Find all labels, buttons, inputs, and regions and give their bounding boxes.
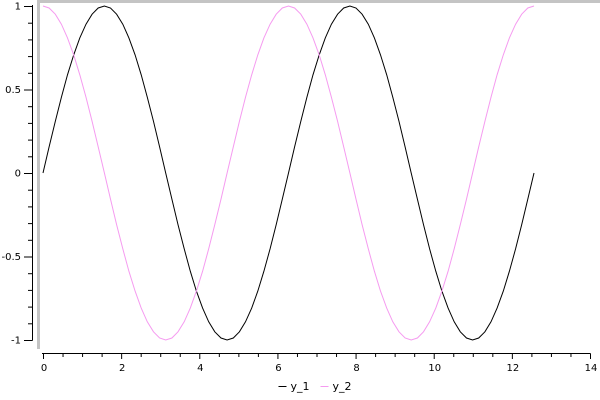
legend-label-y2: y_2 bbox=[332, 380, 352, 393]
y-axis-tick-label: 0 bbox=[15, 169, 21, 180]
legend: y_1 y_2 bbox=[278, 380, 352, 393]
legend-line-marker-y1 bbox=[278, 386, 287, 387]
y-axis-tick-label: -1 bbox=[11, 336, 21, 347]
y-axis-tick-label: 0.5 bbox=[5, 85, 21, 96]
legend-item-y2: y_2 bbox=[320, 380, 352, 393]
x-axis-tick-label: 4 bbox=[197, 363, 203, 374]
x-axis-tick-label: 14 bbox=[585, 363, 598, 374]
legend-label-y1: y_1 bbox=[290, 380, 310, 393]
x-axis-tick-label: 6 bbox=[275, 363, 281, 374]
x-axis-tick-label: 0 bbox=[41, 363, 47, 374]
y-axis-tick-label: 1 bbox=[15, 2, 21, 13]
legend-item-y1: y_1 bbox=[278, 380, 310, 393]
plot-border-top bbox=[37, 0, 600, 3]
legend-line-marker-y2 bbox=[320, 386, 329, 387]
x-axis-tick-label: 8 bbox=[353, 363, 359, 374]
x-axis-tick-label: 12 bbox=[506, 363, 519, 374]
x-axis-tick-label: 2 bbox=[119, 363, 125, 374]
curve-y-1 bbox=[42, 5, 535, 341]
y-axis-tick-label: -0.5 bbox=[1, 252, 21, 263]
plot-border-left bbox=[37, 0, 40, 349]
curve-y-2 bbox=[42, 5, 535, 341]
x-axis-tick-label: 10 bbox=[428, 363, 441, 374]
